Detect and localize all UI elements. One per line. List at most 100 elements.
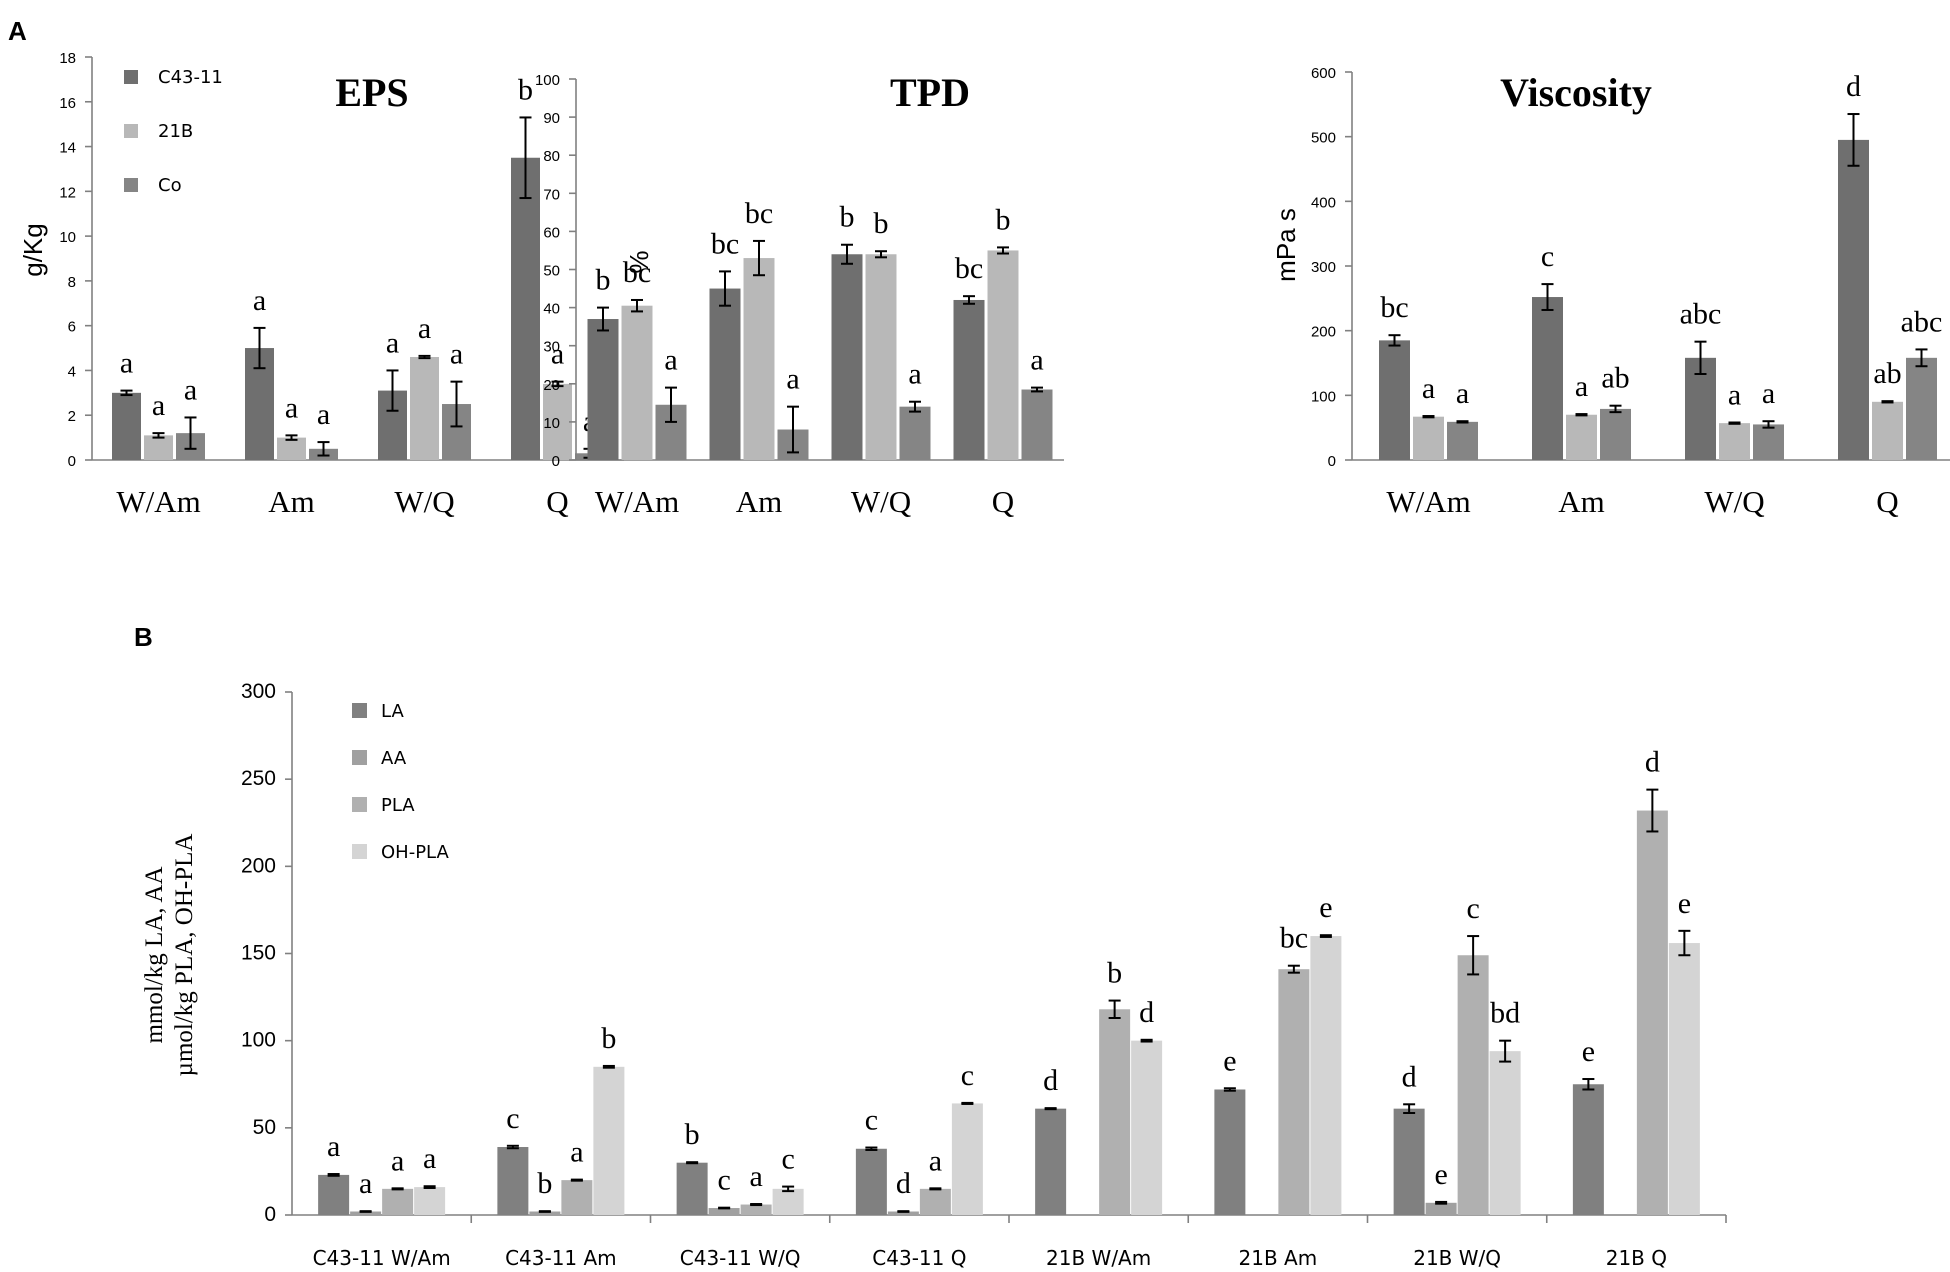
y-tick-label: 500: [1311, 130, 1336, 147]
significance-letter: a: [391, 1144, 404, 1177]
y-tick-label: 8: [68, 274, 76, 291]
bar-c43-11: [831, 254, 863, 460]
category-label: Q: [546, 484, 568, 519]
y-tick-label: 90: [543, 110, 560, 127]
significance-letter: a: [908, 358, 921, 391]
bar-oh-pla: [1668, 943, 1700, 1215]
legend-label: OH-PLA: [381, 842, 449, 863]
y-axis-label: mPa s: [1271, 208, 1301, 282]
legend-swatch: [124, 70, 138, 84]
y-tick-label: 50: [253, 1116, 276, 1139]
bar-21b: [277, 437, 306, 460]
bar-la: [1393, 1108, 1425, 1215]
significance-letter: b: [840, 201, 855, 234]
category-label: W/Am: [1386, 484, 1470, 519]
bar-21b: [410, 357, 439, 460]
significance-letter: b: [596, 264, 611, 297]
significance-letter: a: [1762, 377, 1775, 410]
significance-letter: a: [1422, 372, 1435, 405]
y-tick-label: 0: [552, 453, 560, 470]
category-label: Am: [1558, 484, 1605, 519]
category-label: C43-11 W/Am: [313, 1246, 451, 1270]
y-tick-label: 80: [543, 148, 560, 165]
category-label: C43-11 Am: [505, 1246, 617, 1270]
bar-oh-pla: [951, 1103, 983, 1215]
bar-c43-11: [112, 392, 141, 460]
y-tick-label: 0: [68, 453, 76, 470]
significance-letter: b: [685, 1118, 700, 1151]
bar-21b: [1719, 423, 1750, 460]
bar-co: [1447, 421, 1478, 460]
significance-letter: bc: [711, 227, 739, 260]
bar-c43-11: [1838, 139, 1869, 460]
bar-la: [1572, 1084, 1604, 1215]
category-label: W/Am: [116, 484, 200, 519]
y-tick-label: 200: [241, 854, 276, 877]
significance-letter: a: [423, 1142, 436, 1175]
bar-aa: [887, 1211, 919, 1215]
significance-letter: c: [1541, 240, 1554, 273]
legend-label: PLA: [381, 795, 415, 816]
significance-letter: c: [506, 1102, 519, 1135]
y-tick-label: 100: [535, 72, 560, 89]
significance-letter: a: [786, 363, 799, 396]
significance-letter: a: [1728, 378, 1741, 411]
significance-letter: e: [1678, 887, 1691, 920]
legend-label: C43-11: [158, 67, 223, 88]
bar-21b: [865, 254, 897, 460]
legend-swatch: [352, 703, 367, 718]
bar-pla: [1457, 955, 1489, 1215]
y-tick-label: 6: [68, 319, 76, 336]
significance-letter: d: [1402, 1060, 1417, 1093]
significance-letter: d: [896, 1167, 911, 1200]
significance-letter: ab: [1873, 357, 1901, 390]
bar-c43-11: [511, 157, 540, 460]
category-label: W/Q: [394, 484, 454, 519]
bar-aa: [1425, 1202, 1457, 1215]
bar-c43-11: [1379, 340, 1410, 460]
category-label: W/Am: [595, 484, 679, 519]
y-tick-label: 18: [59, 50, 76, 67]
bar-co: [1021, 389, 1053, 460]
significance-letter: a: [418, 312, 431, 345]
significance-letter: b: [601, 1022, 616, 1055]
y-tick-label: 40: [543, 301, 560, 318]
significance-letter: bc: [745, 197, 773, 230]
significance-letter: c: [781, 1143, 794, 1176]
legend-swatch: [124, 178, 138, 192]
y-tick-label: 300: [241, 680, 276, 703]
y-tick-label: 50: [543, 263, 560, 280]
significance-letter: bc: [1380, 291, 1408, 324]
legend-label: AA: [381, 748, 407, 769]
bar-21b: [743, 258, 775, 460]
chart-title: EPS: [335, 70, 408, 115]
bar-pla: [382, 1188, 414, 1215]
y-tick-label: 16: [59, 95, 76, 112]
bar-21b: [621, 305, 653, 460]
chart-title: TPD: [890, 70, 970, 115]
significance-letter: a: [1030, 344, 1043, 377]
bar-21b: [144, 435, 173, 460]
significance-letter: ab: [1601, 362, 1629, 395]
bar-pla: [1278, 969, 1310, 1215]
y-tick-label: 600: [1311, 65, 1336, 82]
y-tick-label: 150: [241, 942, 276, 965]
y-tick-label: 30: [543, 339, 560, 356]
significance-letter: a: [285, 391, 298, 424]
y-tick-label: 100: [241, 1029, 276, 1052]
bar-aa: [350, 1211, 382, 1215]
chart-title: Viscosity: [1500, 70, 1652, 115]
significance-letter: e: [1319, 891, 1332, 924]
bar-21b: [987, 250, 1019, 460]
bar-la: [1035, 1108, 1067, 1215]
bar-pla: [561, 1180, 593, 1215]
bar-co: [1600, 408, 1631, 460]
bar-oh-pla: [1310, 936, 1342, 1215]
bar-co: [1906, 357, 1937, 460]
bar-la: [318, 1174, 350, 1215]
bar-aa: [708, 1208, 740, 1215]
significance-letter: b: [537, 1167, 552, 1200]
y-tick-label: 60: [543, 224, 560, 241]
